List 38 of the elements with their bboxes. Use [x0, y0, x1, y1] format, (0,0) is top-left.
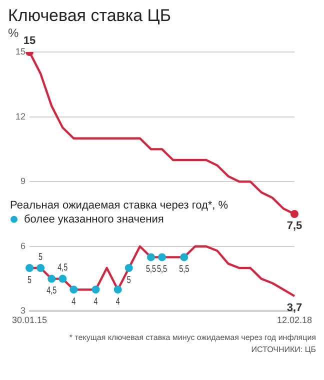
data-label: 4	[72, 295, 76, 307]
point	[146, 253, 155, 262]
point	[158, 253, 166, 262]
point	[48, 274, 56, 283]
data-label: 4,5	[58, 261, 68, 273]
y-axis-title: %	[8, 26, 19, 40]
point	[180, 253, 188, 262]
legend-label: более указанного значения	[24, 213, 164, 226]
data-label: 5	[126, 274, 132, 286]
point	[290, 210, 298, 218]
y-tick-label: 9	[20, 176, 26, 186]
chart-title: Ключевая ставка ЦБ	[8, 6, 172, 26]
y-tick-label: 6	[20, 240, 26, 251]
point	[92, 286, 100, 294]
y-tick-label: 15	[16, 46, 26, 56]
data-label: 5,5	[179, 262, 190, 274]
point	[124, 264, 133, 272]
data-label: 5	[38, 250, 43, 262]
y-tick-label: 12	[16, 111, 26, 122]
data-label: 5,5	[156, 262, 168, 274]
annotation: Реальная ожидаемая ставка через год*, %	[10, 199, 228, 212]
data-label: 3,7	[286, 302, 302, 314]
point	[36, 264, 45, 272]
data-label: 4,5	[46, 284, 57, 296]
x-tick-label: 30.01.15	[12, 315, 48, 326]
text: * текущая ключевая ставка минус ожидаемая через год инфляция	[68, 333, 316, 342]
data-label: 4	[116, 295, 120, 307]
point	[70, 286, 78, 294]
text: ИСТОЧНИКИ: ЦБ	[250, 345, 316, 354]
data-label: 7,5	[286, 220, 302, 232]
y-tick-label: 3	[20, 306, 26, 316]
data-label: 5,5	[146, 262, 156, 274]
point	[114, 286, 122, 294]
data-label: 4	[94, 295, 98, 307]
point	[58, 274, 67, 283]
point	[26, 264, 34, 272]
data-label: 5	[28, 274, 32, 286]
x-tick-label: 12.02.18	[276, 315, 312, 326]
